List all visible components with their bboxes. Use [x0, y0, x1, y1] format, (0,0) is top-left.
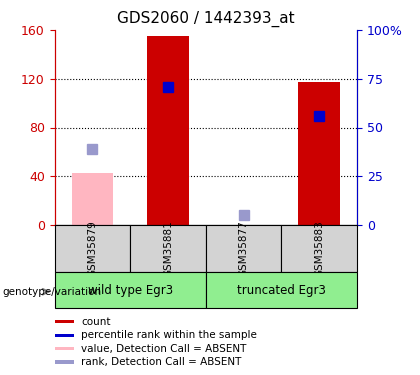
FancyBboxPatch shape — [206, 272, 357, 308]
FancyBboxPatch shape — [55, 272, 206, 308]
Bar — [55, 320, 74, 324]
Title: GDS2060 / 1442393_at: GDS2060 / 1442393_at — [117, 11, 294, 27]
Bar — [147, 36, 189, 225]
Text: value, Detection Call = ABSENT: value, Detection Call = ABSENT — [81, 344, 247, 354]
FancyBboxPatch shape — [55, 225, 130, 272]
FancyBboxPatch shape — [206, 225, 281, 272]
Text: truncated Egr3: truncated Egr3 — [237, 284, 326, 297]
FancyBboxPatch shape — [130, 225, 206, 272]
Text: count: count — [81, 317, 111, 327]
Text: GSM35877: GSM35877 — [239, 220, 249, 277]
Text: rank, Detection Call = ABSENT: rank, Detection Call = ABSENT — [81, 357, 242, 367]
Bar — [55, 334, 74, 337]
Text: GSM35883: GSM35883 — [314, 220, 324, 277]
Bar — [55, 347, 74, 350]
Bar — [55, 360, 74, 363]
Text: GSM35879: GSM35879 — [87, 220, 97, 277]
Text: percentile rank within the sample: percentile rank within the sample — [81, 330, 257, 340]
Bar — [72, 172, 113, 225]
Text: wild type Egr3: wild type Egr3 — [88, 284, 173, 297]
Text: GSM35881: GSM35881 — [163, 220, 173, 277]
Bar — [298, 82, 340, 225]
Text: genotype/variation: genotype/variation — [2, 287, 101, 297]
FancyBboxPatch shape — [281, 225, 357, 272]
